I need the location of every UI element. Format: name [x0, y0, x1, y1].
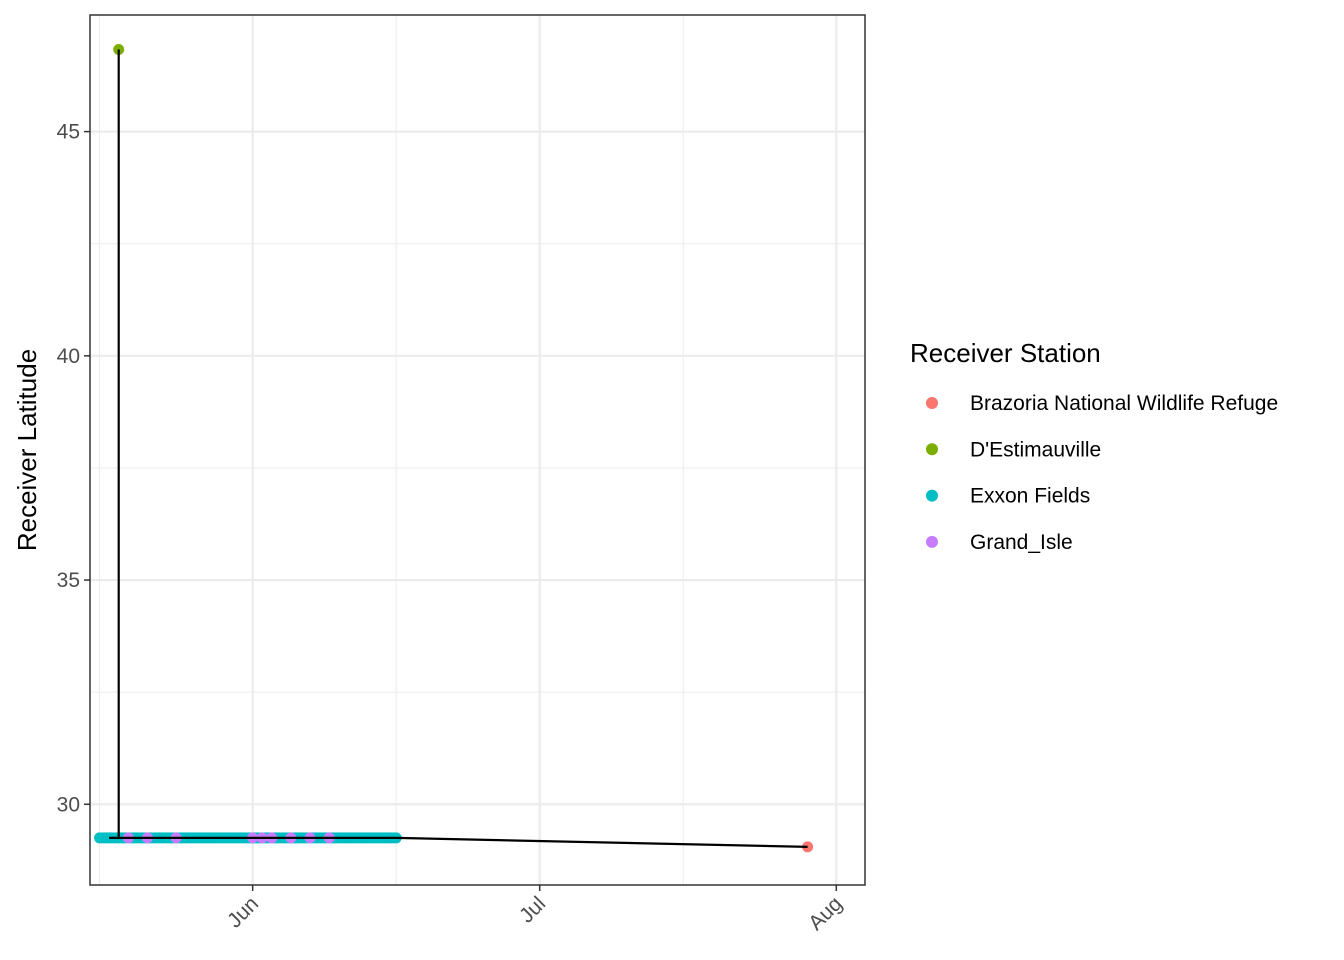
- legend-title: Receiver Station: [910, 338, 1101, 368]
- major-gridlines: [90, 15, 865, 885]
- y-tick-label: 35: [57, 569, 80, 592]
- legend-label: Exxon Fields: [970, 485, 1090, 508]
- legend-key: [926, 397, 938, 409]
- minor-gridlines: [90, 15, 865, 885]
- legend-key: [926, 489, 938, 502]
- y-axis-title: Receiver Latitude: [12, 349, 42, 551]
- y-tick-label: 40: [57, 345, 80, 368]
- legend-label: Brazoria National Wildlife Refuge: [970, 392, 1278, 415]
- legend-key: [926, 535, 938, 548]
- plot-border: [89, 14, 866, 886]
- y-tick-label: 30: [57, 793, 80, 816]
- legend-label: Grand_Isle: [970, 531, 1073, 554]
- track-polyline: [109, 49, 808, 848]
- legend-key: [926, 443, 938, 456]
- y-tick-label: 45: [57, 121, 80, 144]
- legend: Receiver Station Brazoria National Wildl…: [910, 338, 1278, 554]
- track-line: [109, 49, 808, 848]
- axis-ticks: [84, 130, 838, 891]
- legend-label: D'Estimauville: [970, 438, 1101, 461]
